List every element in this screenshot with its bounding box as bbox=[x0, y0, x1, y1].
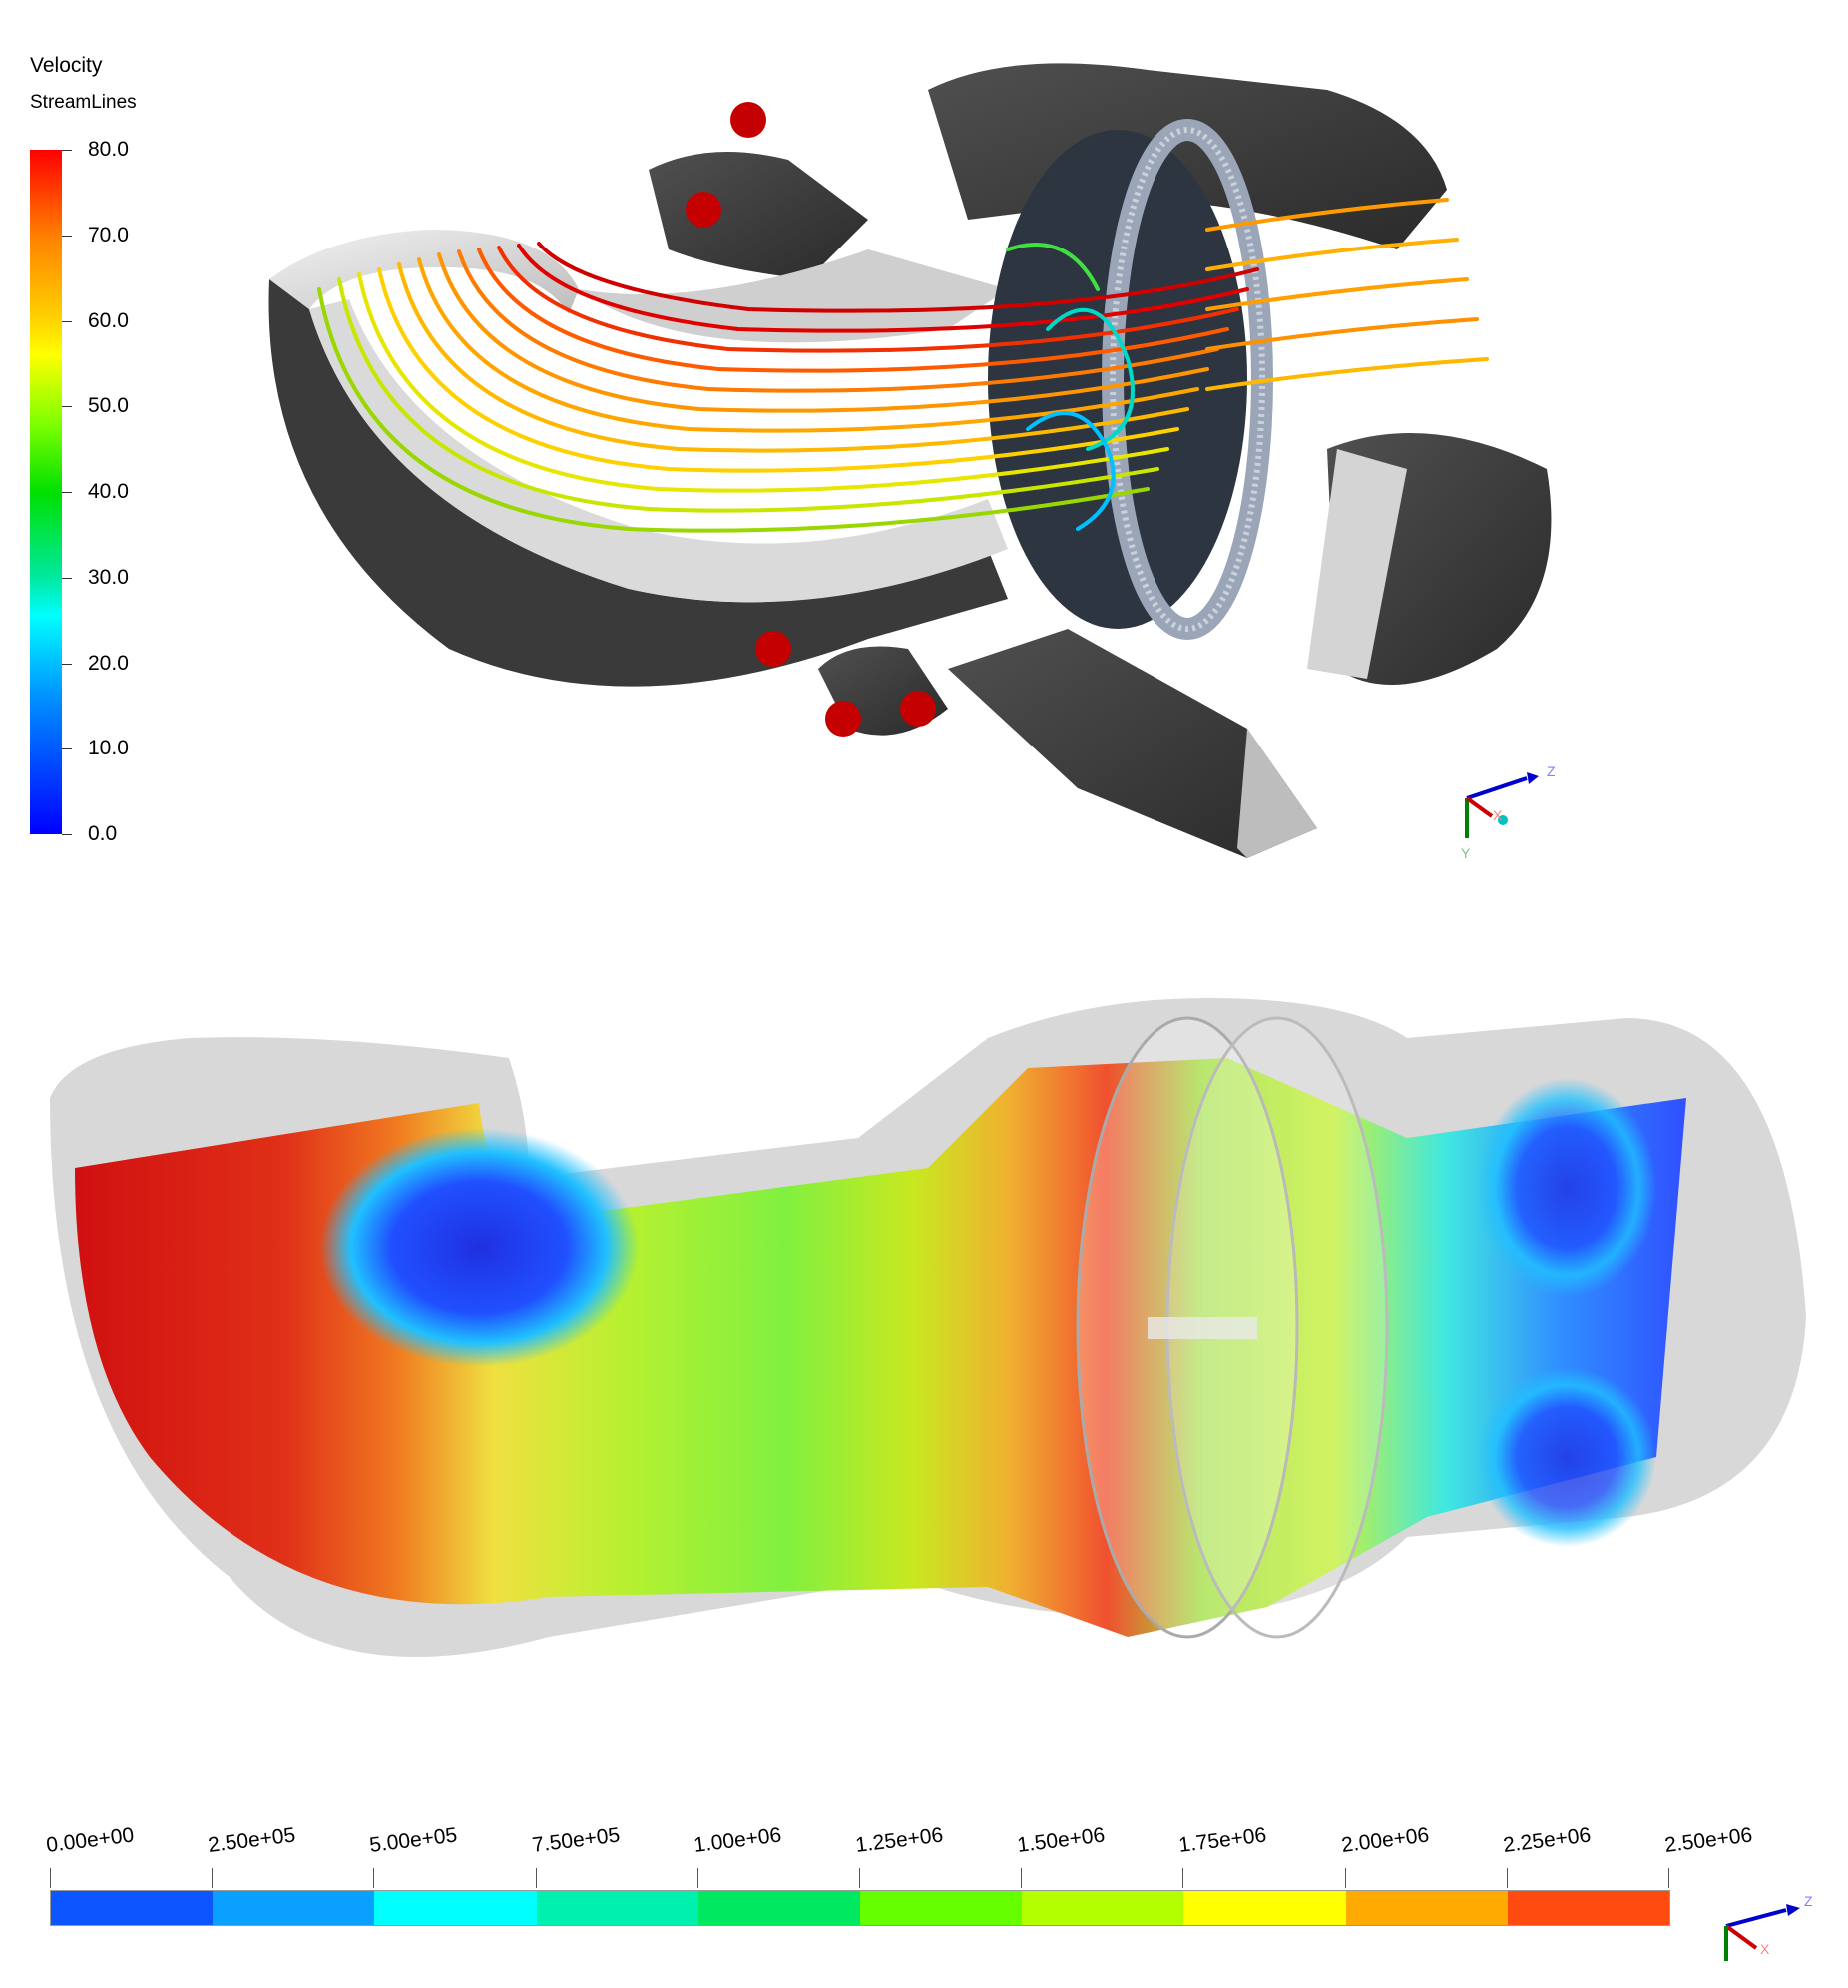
pressure-tick-mark bbox=[212, 1868, 214, 1888]
bolt bbox=[900, 691, 936, 727]
elbow-outer-shell bbox=[268, 279, 1008, 687]
velocity-tick-label: 50.0 bbox=[88, 394, 129, 418]
triad-z-label: Z bbox=[1547, 763, 1556, 779]
bolt bbox=[825, 701, 861, 737]
velocity-tick-label: 20.0 bbox=[88, 651, 129, 675]
pressure-color-segment bbox=[1183, 1891, 1346, 1925]
bolt bbox=[686, 192, 721, 228]
velocity-tick-label: 0.0 bbox=[88, 822, 118, 845]
pressure-tick-mark bbox=[1668, 1868, 1669, 1888]
pressure-tick-label: 2.25e+06 bbox=[1501, 1823, 1593, 1858]
pressure-tick-mark bbox=[1344, 1868, 1346, 1888]
pressure-tick-label: 2.50e+05 bbox=[207, 1823, 297, 1858]
pressure-tick-mark bbox=[1182, 1868, 1184, 1888]
triad-x-label: X bbox=[1493, 807, 1503, 823]
bolt bbox=[730, 102, 766, 138]
pressure-tick-mark bbox=[50, 1868, 51, 1888]
velocity-tick-label: 70.0 bbox=[88, 223, 129, 247]
pressure-tick-mark bbox=[696, 1868, 698, 1888]
velocity-legend-subtitle: StreamLines bbox=[30, 92, 137, 113]
axis-triad-bottom: Z X bbox=[1724, 1893, 1813, 1961]
velocity-tick-label: 10.0 bbox=[88, 737, 129, 760]
velocity-tick-label: 60.0 bbox=[88, 308, 129, 332]
pressure-tick-label: 2.00e+06 bbox=[1339, 1823, 1431, 1858]
pressure-tick-label: 7.50e+05 bbox=[530, 1823, 622, 1858]
velocity-tick-label: 30.0 bbox=[88, 565, 129, 589]
bolt-group bbox=[686, 102, 936, 737]
pressure-color-segment bbox=[1022, 1891, 1184, 1925]
velocity-tick-mark bbox=[62, 577, 72, 579]
pressure-color-segment bbox=[374, 1891, 537, 1925]
pressure-tick-mark bbox=[1506, 1868, 1508, 1888]
velocity-tick-mark bbox=[62, 406, 72, 408]
pressure-tick-mark bbox=[859, 1868, 860, 1888]
hub-shaft bbox=[1148, 1317, 1257, 1339]
bolt bbox=[755, 631, 791, 667]
pressure-tick-mark bbox=[1021, 1868, 1023, 1888]
lower-bracket bbox=[948, 629, 1317, 858]
triad-y-label: Y bbox=[1461, 845, 1471, 861]
pressure-tick-label: 1.00e+06 bbox=[692, 1823, 783, 1858]
low-pressure-region-outlet bbox=[1477, 1078, 1656, 1297]
velocity-tick-mark bbox=[62, 320, 72, 322]
triad-x-label: X bbox=[1760, 1941, 1770, 1957]
velocity-tick-mark bbox=[62, 235, 72, 237]
velocity-tick-mark bbox=[62, 663, 72, 665]
pressure-tick-label: 1.25e+06 bbox=[854, 1823, 945, 1858]
velocity-legend-title: Velocity bbox=[30, 54, 103, 77]
pressure-color-segment bbox=[51, 1891, 214, 1925]
pipe-upper-wall bbox=[579, 249, 1008, 343]
velocity-tick-label: 80.0 bbox=[88, 138, 129, 161]
pressure-tick-mark bbox=[373, 1868, 375, 1888]
triad-z-label: Z bbox=[1804, 1893, 1813, 1909]
pressure-tick-label: 0.00e+00 bbox=[45, 1823, 136, 1858]
streamlines bbox=[317, 198, 1489, 533]
velocity-tick-label: 40.0 bbox=[88, 480, 129, 503]
velocity-tick-mark bbox=[62, 492, 72, 493]
pressure-color-segment bbox=[860, 1891, 1023, 1925]
pressure-contour-render bbox=[50, 998, 1806, 1657]
pressure-tick-label: 5.00e+05 bbox=[368, 1823, 459, 1858]
pressure-color-segment bbox=[697, 1891, 861, 1925]
pressure-color-segment bbox=[213, 1891, 375, 1925]
velocity-tick-mark bbox=[62, 150, 72, 151]
velocity-color-bar bbox=[30, 150, 62, 834]
pressure-color-bar bbox=[50, 1890, 1670, 1926]
velocity-tick-mark bbox=[62, 834, 72, 835]
velocity-tick-mark bbox=[62, 748, 72, 750]
axis-triad-top: Z X Y bbox=[1461, 763, 1556, 861]
pressure-tick-label: 1.50e+06 bbox=[1016, 1823, 1107, 1858]
pressure-tick-mark bbox=[535, 1868, 537, 1888]
pressure-tick-label: 1.75e+06 bbox=[1177, 1823, 1268, 1858]
streamline-cutaway-render bbox=[268, 63, 1552, 858]
pressure-color-segment bbox=[1345, 1891, 1508, 1925]
pressure-color-segment bbox=[536, 1891, 698, 1925]
pressure-color-segment bbox=[1507, 1891, 1670, 1925]
low-pressure-region bbox=[319, 1128, 639, 1367]
inlet-flange-top bbox=[649, 152, 868, 279]
pressure-tick-label: 2.50e+06 bbox=[1663, 1823, 1754, 1858]
